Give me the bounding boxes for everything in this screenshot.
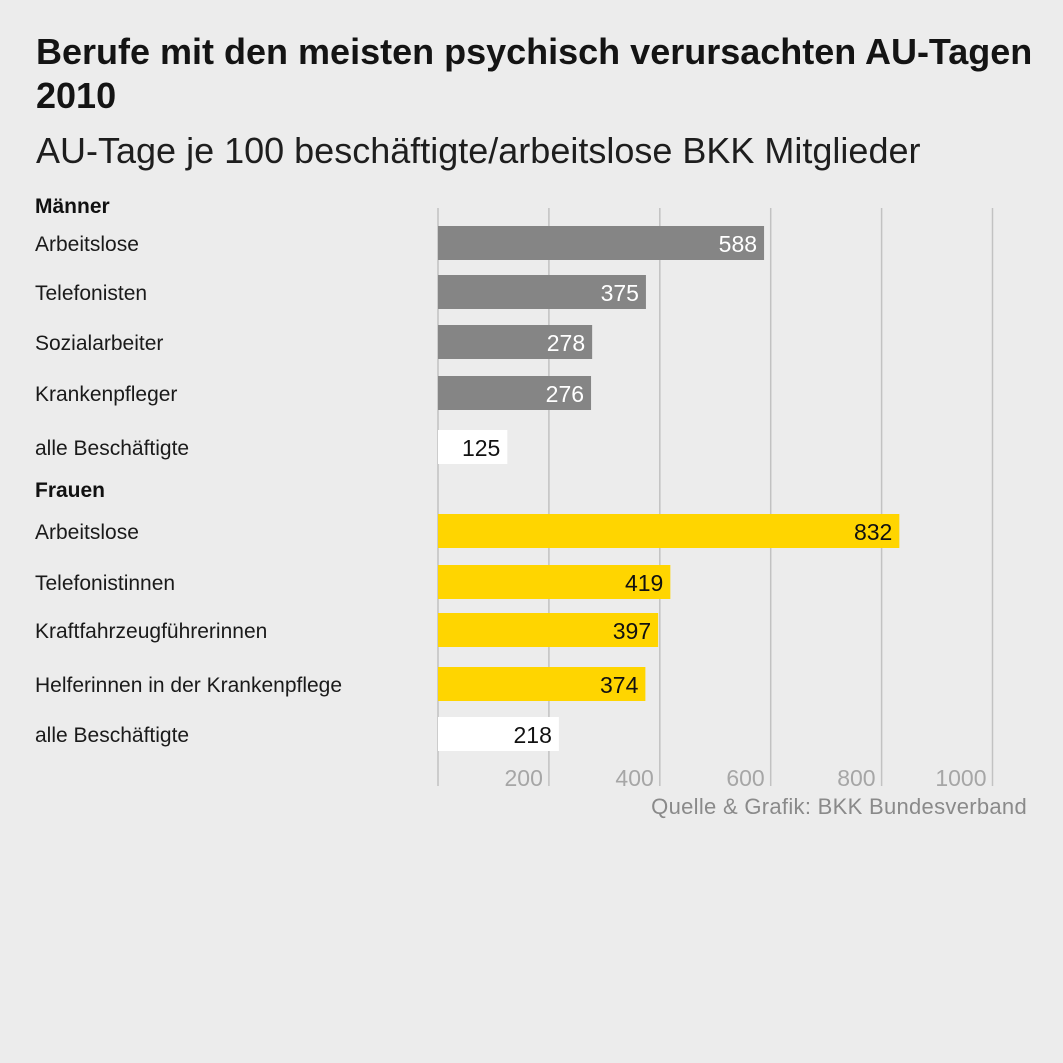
bar [438,376,592,410]
bar [438,275,646,309]
data-label: 276 [546,381,584,407]
category-label: Arbeitslose [35,521,139,544]
x-tick-label: 1000 [935,765,986,791]
x-tick-label: 400 [615,765,653,791]
data-label: 832 [854,519,892,545]
bar [438,430,508,464]
x-tick-label: 200 [505,765,543,791]
data-label: 374 [600,672,639,698]
category-label: Helferinnen in der Krankenpflege [35,674,342,697]
data-label: 588 [719,231,757,257]
chart-title: Berufe mit den meisten psychisch verursa… [36,31,1033,116]
chart-subtitle: AU-Tage je 100 beschäftigte/arbeitslose … [36,130,921,171]
category-label: Arbeitslose [35,233,139,256]
bar [438,226,765,260]
bar-chart: 200 400 600 800 1000 Männer Arbeitslose 588 Tele… [35,195,994,791]
group-heading: Frauen [35,479,105,502]
bar [438,565,671,599]
data-label: 278 [547,330,585,356]
category-label: alle Beschäftigte [35,437,189,460]
data-label: 397 [613,618,651,644]
source-note: Quelle & Grafik: BKK Bundesverband [651,794,1027,819]
group-heading: Männer [35,195,110,218]
x-tick-label: 800 [837,765,875,791]
category-label: Kraftfahrzeugführerinnen [35,620,267,643]
category-label: Telefonistinnen [35,572,175,595]
data-label: 125 [462,435,500,461]
category-label: alle Beschäftigte [35,724,189,747]
bar [438,613,659,647]
data-label: 419 [625,570,663,596]
category-label: Telefonisten [35,282,147,305]
data-label: 218 [514,722,552,748]
bar [438,717,559,751]
bar [438,325,593,359]
category-label: Sozialarbeiter [35,332,163,355]
bar [438,667,646,701]
x-tick-label: 600 [726,765,764,791]
data-label: 375 [601,280,639,306]
category-label: Krankenpfleger [35,383,177,406]
bar [438,514,900,548]
